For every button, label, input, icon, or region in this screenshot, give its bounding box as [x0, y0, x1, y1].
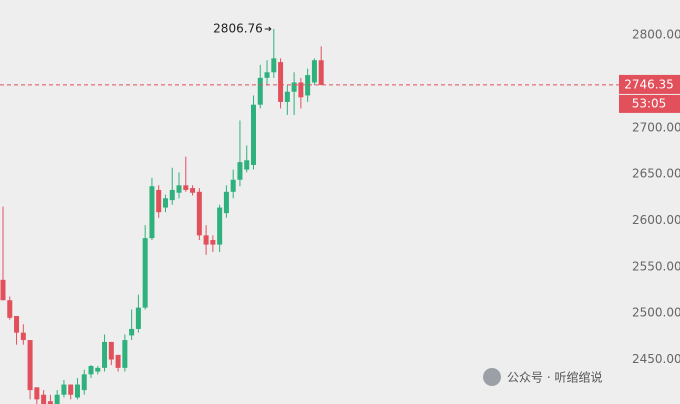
annotation-arrow [264, 26, 272, 32]
candle-body [196, 191, 202, 236]
candle-body [203, 235, 209, 245]
candle-body [74, 384, 80, 398]
candle-body [142, 238, 148, 308]
candle-body [122, 340, 128, 368]
candle-body [244, 160, 250, 170]
candle-body [250, 104, 256, 165]
candle-body [176, 185, 182, 193]
candle-body [217, 207, 223, 245]
candle-body [88, 366, 94, 375]
candle-body [115, 354, 121, 368]
candle-body [278, 62, 284, 102]
candle-body [257, 77, 263, 105]
candle-body [54, 394, 60, 404]
candle-body [264, 72, 270, 78]
candle-body [34, 387, 40, 400]
candle-body [156, 189, 162, 213]
candle-body [318, 60, 324, 85]
watermark: 公众号 · 听绾绾说 [507, 370, 602, 385]
candle-body [230, 179, 236, 192]
y-tick-label: 2650.00 [632, 167, 680, 181]
candle-body [41, 394, 47, 404]
candle-body [284, 91, 290, 102]
candle-body [190, 188, 196, 193]
watermark-icon [483, 368, 501, 386]
candle-body [7, 300, 13, 318]
candle-body [95, 367, 101, 372]
price-label-bg [619, 74, 680, 94]
candle-body [298, 82, 304, 98]
candle-body [135, 307, 141, 329]
candle-body [311, 60, 317, 83]
price-label: 2746.35 [624, 77, 674, 91]
candle-body [0, 279, 6, 301]
y-tick-label: 2700.00 [632, 120, 680, 134]
candle-body [102, 341, 108, 368]
candle-body [149, 186, 155, 239]
high-annotation: 2806.76 [213, 21, 263, 35]
candle-body [237, 162, 243, 180]
candle-body [108, 341, 114, 360]
candle-body [20, 332, 26, 341]
candle-body [305, 75, 311, 96]
countdown: 53:05 [632, 96, 667, 110]
candle-body [81, 374, 87, 391]
candle-body [223, 191, 229, 214]
candle-body [210, 239, 216, 245]
countdown-bg [619, 94, 680, 113]
candle-body [291, 82, 297, 92]
candle-body [47, 401, 53, 404]
candle-body [68, 384, 74, 395]
y-tick-label: 2600.00 [632, 213, 680, 227]
y-tick-label: 2450.00 [632, 352, 680, 366]
candle-body [169, 189, 175, 201]
candle-body [129, 328, 135, 336]
y-tick-label: 2550.00 [632, 259, 680, 273]
candle-body [14, 315, 20, 333]
y-tick-label: 2500.00 [632, 306, 680, 320]
candle-body [183, 185, 189, 190]
candle-body [162, 198, 168, 208]
candle-body [27, 340, 33, 391]
candle-body [271, 58, 277, 73]
y-tick-label: 2800.00 [632, 28, 680, 42]
candle-body [61, 384, 67, 395]
